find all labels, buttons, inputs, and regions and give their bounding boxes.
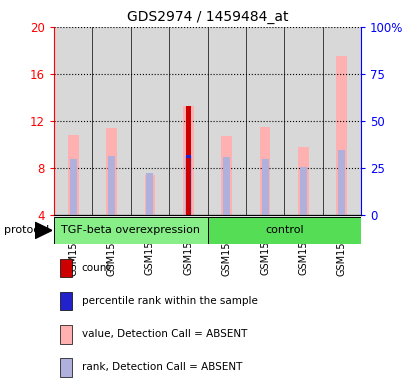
Bar	[246, 27, 284, 215]
Bar	[300, 167, 307, 215]
Bar	[169, 27, 208, 215]
Bar	[208, 27, 246, 215]
Bar	[68, 135, 78, 215]
Bar	[223, 157, 230, 215]
Bar	[60, 292, 72, 310]
Bar	[185, 156, 192, 215]
Text: TGF-beta overexpression: TGF-beta overexpression	[61, 225, 200, 235]
Bar	[183, 106, 194, 215]
Bar	[131, 27, 169, 215]
Text: protocol: protocol	[4, 225, 49, 235]
Text: count: count	[82, 263, 111, 273]
Bar	[54, 27, 92, 215]
Text: percentile rank within the sample: percentile rank within the sample	[82, 296, 257, 306]
Bar	[260, 127, 271, 215]
Bar	[93, 27, 131, 215]
Bar	[60, 358, 72, 377]
Bar	[70, 159, 77, 215]
Bar	[60, 325, 72, 344]
Bar	[186, 155, 191, 158]
Bar	[54, 217, 208, 244]
Bar	[298, 147, 309, 215]
Bar	[186, 106, 191, 215]
Bar	[208, 217, 361, 244]
Bar	[261, 159, 269, 215]
Bar	[284, 27, 323, 215]
Bar	[108, 156, 115, 215]
Bar	[338, 151, 345, 215]
Text: control: control	[265, 225, 304, 235]
Bar	[144, 175, 155, 215]
Title: GDS2974 / 1459484_at: GDS2974 / 1459484_at	[127, 10, 288, 25]
Text: rank, Detection Call = ABSENT: rank, Detection Call = ABSENT	[82, 362, 242, 372]
Text: value, Detection Call = ABSENT: value, Detection Call = ABSENT	[82, 329, 247, 339]
Bar	[221, 136, 232, 215]
Bar	[106, 128, 117, 215]
Bar	[337, 56, 347, 215]
Bar	[60, 259, 72, 277]
Bar	[146, 173, 154, 215]
Bar	[323, 27, 361, 215]
Polygon shape	[35, 222, 52, 238]
